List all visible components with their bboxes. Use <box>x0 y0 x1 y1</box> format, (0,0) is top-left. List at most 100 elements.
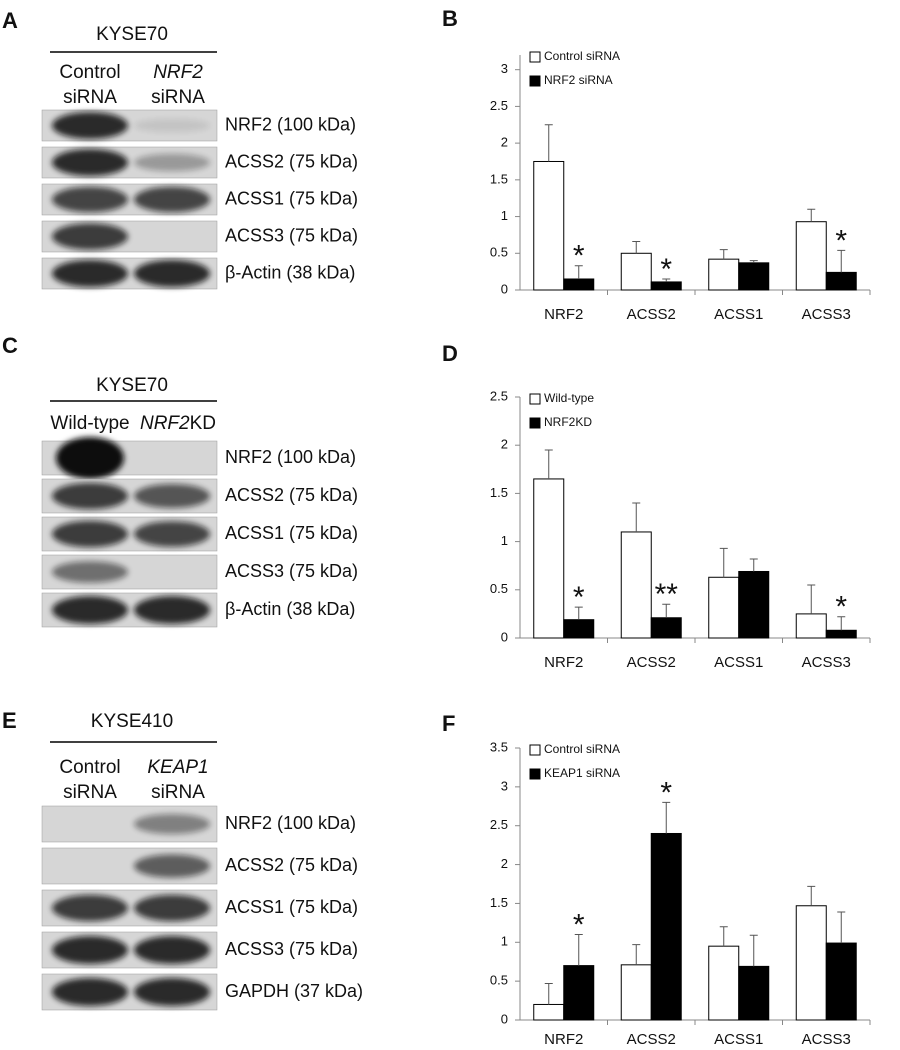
blot-band <box>134 521 210 547</box>
error-bar <box>544 449 553 479</box>
y-tick-label: 0 <box>501 1011 508 1026</box>
lane-label-part: Control <box>59 757 120 778</box>
legend-swatch <box>529 393 541 405</box>
blot-band <box>134 936 210 964</box>
y-tick-label: 1 <box>501 208 508 223</box>
blot-band <box>52 936 128 964</box>
band-label: ACSS3 (75 kDa) <box>225 225 358 245</box>
lane-label-part: NRF2 <box>153 62 203 83</box>
blot-band <box>134 260 210 287</box>
band-label: GAPDH (37 kDa) <box>225 981 363 1001</box>
blot-band <box>52 149 128 176</box>
bar <box>563 278 595 291</box>
panel-letter: F <box>442 711 455 736</box>
band-label: ACSS2 (75 kDa) <box>225 151 358 171</box>
bar <box>563 619 595 639</box>
y-tick-label: 2.5 <box>490 388 508 403</box>
error-bar <box>749 260 758 263</box>
blot-band <box>52 482 128 510</box>
y-tick-label: 0 <box>501 281 508 296</box>
bar <box>620 252 652 291</box>
bar <box>620 531 652 639</box>
blot-band <box>52 561 128 583</box>
lane-label-part: siRNA <box>151 782 205 803</box>
blot-band <box>134 153 210 172</box>
y-tick-label: 1 <box>501 533 508 548</box>
blot-band <box>52 978 128 1006</box>
x-tick-label: NRF2 <box>544 306 583 323</box>
error-bar <box>719 547 728 578</box>
x-tick-label: NRF2 <box>544 654 583 671</box>
error-bar <box>719 249 728 260</box>
lane-label: siRNA <box>151 87 205 108</box>
error-bar <box>574 606 583 620</box>
significance-mark: * <box>835 591 847 624</box>
blot-band <box>52 260 128 287</box>
panel-letter: C <box>2 333 18 358</box>
cell-line: KYSE70 <box>96 375 168 396</box>
significance-mark: * <box>573 240 585 273</box>
error-bar <box>749 558 758 572</box>
lane-label-part: KD <box>190 413 216 434</box>
x-tick-label: ACSS1 <box>714 306 763 323</box>
legend-label: Wild-type <box>544 391 594 405</box>
band-label: β-Actin (38 kDa) <box>225 262 355 282</box>
blot-band <box>134 118 210 133</box>
error-bar <box>837 911 846 944</box>
error-bar <box>807 208 816 222</box>
y-tick-label: 0.5 <box>490 973 508 988</box>
bar <box>708 945 740 1021</box>
x-tick-label: ACSS3 <box>802 306 851 323</box>
lane-label-part: siRNA <box>151 87 205 108</box>
x-tick-label: NRF2 <box>544 1031 583 1048</box>
y-tick-label: 2 <box>501 135 508 150</box>
blot-band <box>134 814 210 834</box>
lane-label: NRF2KD <box>140 413 216 434</box>
y-tick-label: 2 <box>501 856 508 871</box>
bar <box>533 478 565 639</box>
x-tick-label: ACSS2 <box>627 654 676 671</box>
legend-label: NRF2 siRNA <box>544 73 613 87</box>
lane-label-part: KEAP1 <box>147 757 208 778</box>
bar <box>708 258 740 291</box>
bar <box>738 570 770 639</box>
legend-label: Control siRNA <box>544 49 620 63</box>
y-tick-label: 3.5 <box>490 739 508 754</box>
y-tick-label: 1.5 <box>490 171 508 186</box>
blot-band <box>52 596 128 624</box>
bar <box>795 221 827 291</box>
panel-letter: B <box>442 6 458 31</box>
band-label: NRF2 (100 kDa) <box>225 114 356 134</box>
blot-band <box>52 112 128 139</box>
blot-band <box>56 437 124 479</box>
legend-label: NRF2KD <box>544 415 592 429</box>
band-label: β-Actin (38 kDa) <box>225 599 355 619</box>
y-tick-label: 3 <box>501 778 508 793</box>
significance-mark: ** <box>655 578 679 611</box>
lane-label-part: Control <box>59 62 120 83</box>
error-bar <box>837 616 846 631</box>
bar <box>533 160 565 291</box>
bar <box>825 629 857 639</box>
lane-label: Control <box>59 757 120 778</box>
x-tick-label: ACSS1 <box>714 1031 763 1048</box>
error-bar <box>807 584 816 614</box>
cell-line: KYSE410 <box>91 711 173 732</box>
lane-label-part: siRNA <box>63 782 117 803</box>
blot-band <box>134 484 210 508</box>
panel-letter: E <box>2 708 17 733</box>
error-bar <box>719 926 728 947</box>
blot-band <box>52 186 128 213</box>
blot-band <box>52 223 128 250</box>
y-tick-label: 1 <box>501 934 508 949</box>
bar <box>533 1003 565 1021</box>
band-label: ACSS1 (75 kDa) <box>225 897 358 917</box>
blot-band <box>134 978 210 1006</box>
y-tick-label: 3 <box>501 61 508 76</box>
error-bar <box>662 603 671 618</box>
lane-label: siRNA <box>63 87 117 108</box>
error-bar <box>632 502 641 532</box>
band-label: ACSS2 (75 kDa) <box>225 485 358 505</box>
y-tick-label: 2.5 <box>490 817 508 832</box>
legend-swatch <box>529 417 541 429</box>
